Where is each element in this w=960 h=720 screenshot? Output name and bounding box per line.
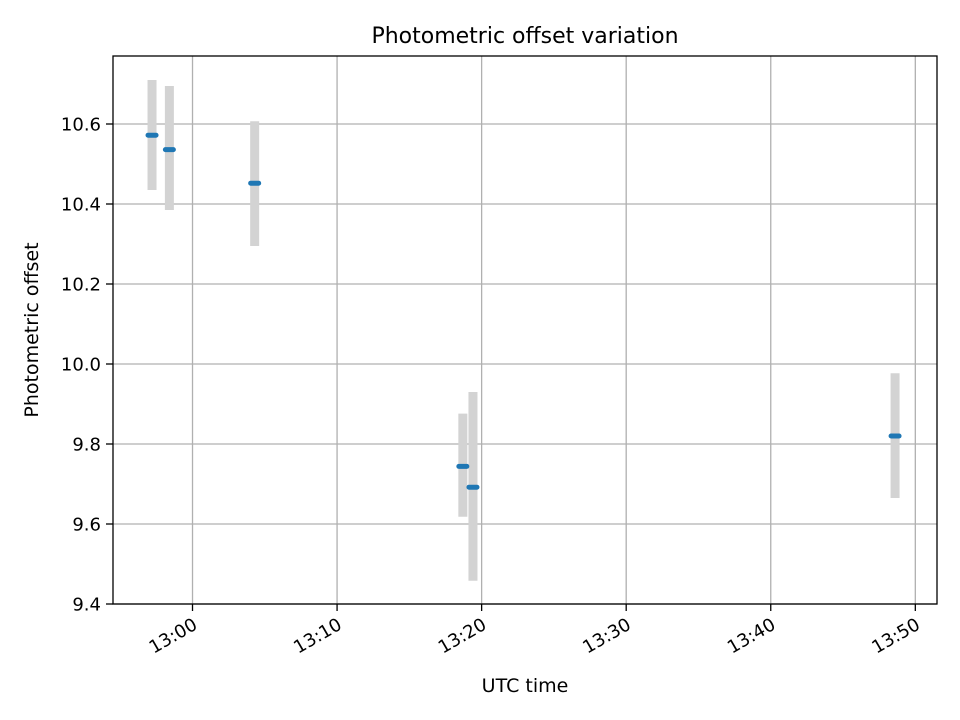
chart-title: Photometric offset variation [371,24,678,49]
y-tick-label: 9.4 [72,595,101,616]
y-tick-label: 10.6 [61,115,101,136]
markers [145,132,902,490]
y-tick-label: 9.6 [72,515,101,536]
y-tick-label: 10.0 [61,355,101,376]
y-tick-label: 10.4 [61,195,101,216]
y-tick-label: 9.8 [72,435,101,456]
plot-frame [112,55,938,605]
y-axis: 9.4 9.6 9.8 10.0 10.2 10.4 10.6 [61,115,113,616]
y-axis-label: Photometric offset [21,242,43,417]
x-axis-label: UTC time [482,675,569,697]
y-tick-label: 10.2 [61,275,101,296]
